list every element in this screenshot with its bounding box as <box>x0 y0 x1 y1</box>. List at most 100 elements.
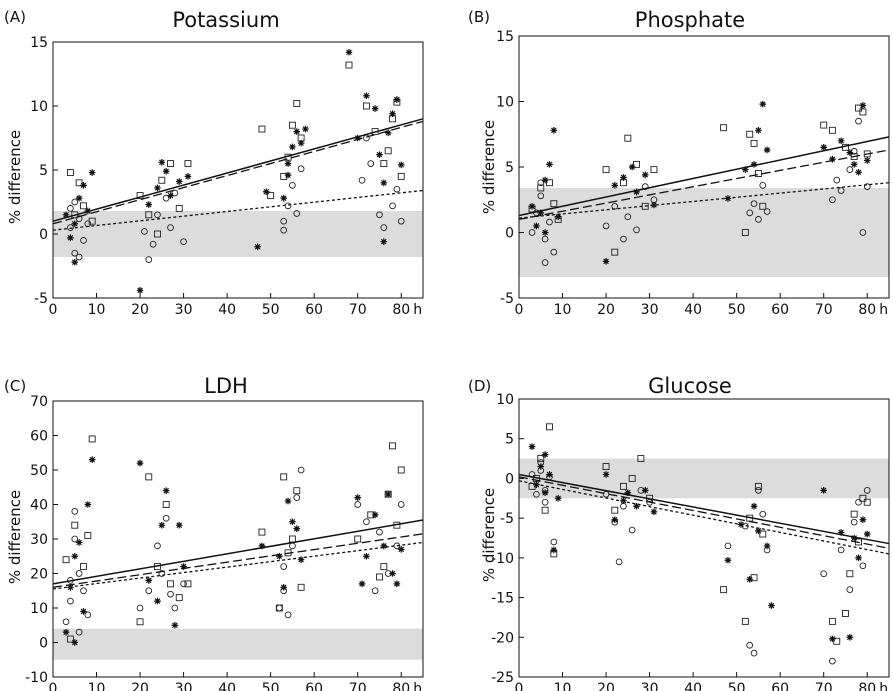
data-point-square <box>293 487 301 495</box>
x-unit-label: h <box>879 681 888 691</box>
data-point-square <box>759 202 767 210</box>
x-tick-label: 80 <box>858 302 876 318</box>
data-point-circle <box>75 215 83 222</box>
data-point-square <box>550 200 558 208</box>
data-point-star <box>533 222 540 230</box>
data-point-circle <box>820 570 828 578</box>
y-tick-label: 10 <box>496 392 514 408</box>
data-point-star <box>297 139 305 147</box>
data-point-star <box>746 576 754 583</box>
data-point-star <box>363 92 370 100</box>
data-point-star <box>67 234 74 242</box>
data-point-circle <box>167 590 174 598</box>
reference-band <box>53 628 423 660</box>
data-point-star <box>541 176 549 184</box>
x-tick-label: 30 <box>175 681 193 691</box>
data-point-circle <box>724 542 732 550</box>
regression-line-solid <box>518 136 890 217</box>
data-point-square <box>258 125 266 133</box>
data-point-square <box>167 580 174 588</box>
data-point-circle <box>859 229 867 236</box>
data-point-square <box>288 121 296 129</box>
data-point-star <box>650 508 658 516</box>
x-tick-label: 50 <box>262 681 280 691</box>
data-point-square <box>88 217 96 225</box>
chart-title: LDH <box>204 374 248 398</box>
data-point-star <box>620 174 627 181</box>
data-point-star <box>537 209 545 217</box>
data-point-star <box>724 556 732 564</box>
data-point-square <box>720 586 728 594</box>
panel-c: (C) LDH % difference 0 10 20 30 40 50 60 70 80 h -… <box>4 374 424 691</box>
x-tick-label: 30 <box>641 302 659 318</box>
data-point-star <box>162 167 170 175</box>
data-point-square <box>855 104 862 112</box>
data-point-square <box>537 184 545 192</box>
data-point-square <box>88 435 96 443</box>
data-point-circle <box>136 604 144 612</box>
regression-line-dotted <box>518 480 890 555</box>
plot-frame <box>518 398 890 678</box>
data-point-star <box>184 173 192 180</box>
data-point-square <box>611 506 619 514</box>
x-tick-label: 0 <box>515 681 524 691</box>
data-point-square <box>397 466 405 474</box>
data-point-square <box>537 455 545 463</box>
data-point-square <box>741 229 749 236</box>
data-point-square <box>345 61 353 69</box>
data-point-star <box>158 521 166 529</box>
data-point-star <box>254 243 261 251</box>
data-point-square <box>624 134 632 142</box>
data-point-square <box>288 535 296 543</box>
data-point-circle <box>846 166 854 173</box>
panel-label: (A) <box>4 8 26 26</box>
y-tick-label: 10 <box>30 601 48 617</box>
data-point-star <box>154 597 161 605</box>
data-point-star <box>363 552 370 560</box>
data-point-circle <box>855 498 862 506</box>
data-point-star <box>71 220 79 228</box>
data-point-star <box>62 628 70 636</box>
y-tick-label: 60 <box>30 429 48 445</box>
data-point-star <box>859 102 867 109</box>
data-point-square <box>620 482 627 490</box>
data-point-star <box>550 127 558 134</box>
y-axis-label: % difference <box>6 490 24 584</box>
data-point-square <box>184 580 192 588</box>
data-point-circle <box>755 486 762 494</box>
data-point-circle <box>620 235 627 243</box>
x-tick-label: 0 <box>49 681 58 691</box>
data-point-star <box>742 166 749 173</box>
data-point-star <box>393 96 401 103</box>
data-point-star <box>80 608 87 615</box>
data-point-square <box>754 170 762 178</box>
x-tick-label: 10 <box>88 302 106 318</box>
data-point-star <box>88 456 96 463</box>
data-point-star <box>380 542 388 550</box>
x-tick-label: 20 <box>597 302 615 318</box>
data-point-circle <box>837 546 845 554</box>
y-tick-label: -25 <box>491 670 514 686</box>
y-tick-label: 50 <box>30 463 48 479</box>
data-point-star <box>633 188 640 196</box>
chart-title: Glucose <box>648 374 732 398</box>
data-point-circle <box>859 562 867 570</box>
data-point-circle <box>759 510 767 518</box>
data-point-star <box>554 213 562 221</box>
data-point-star <box>62 211 70 219</box>
data-point-star <box>345 48 353 56</box>
data-point-square <box>389 442 396 450</box>
x-tick-label: 60 <box>305 302 323 318</box>
data-point-star <box>763 542 771 550</box>
data-point-star <box>380 179 388 187</box>
data-point-square <box>546 423 553 431</box>
data-point-star <box>837 529 845 536</box>
data-point-square <box>846 570 854 578</box>
x-tick-label: 0 <box>515 302 524 318</box>
data-point-circle <box>537 192 545 200</box>
regression-line-dashed <box>518 149 890 221</box>
data-point-circle <box>289 542 296 550</box>
regression-line-dotted <box>518 182 890 219</box>
data-point-square <box>66 169 74 177</box>
x-tick-label: 40 <box>684 302 702 318</box>
